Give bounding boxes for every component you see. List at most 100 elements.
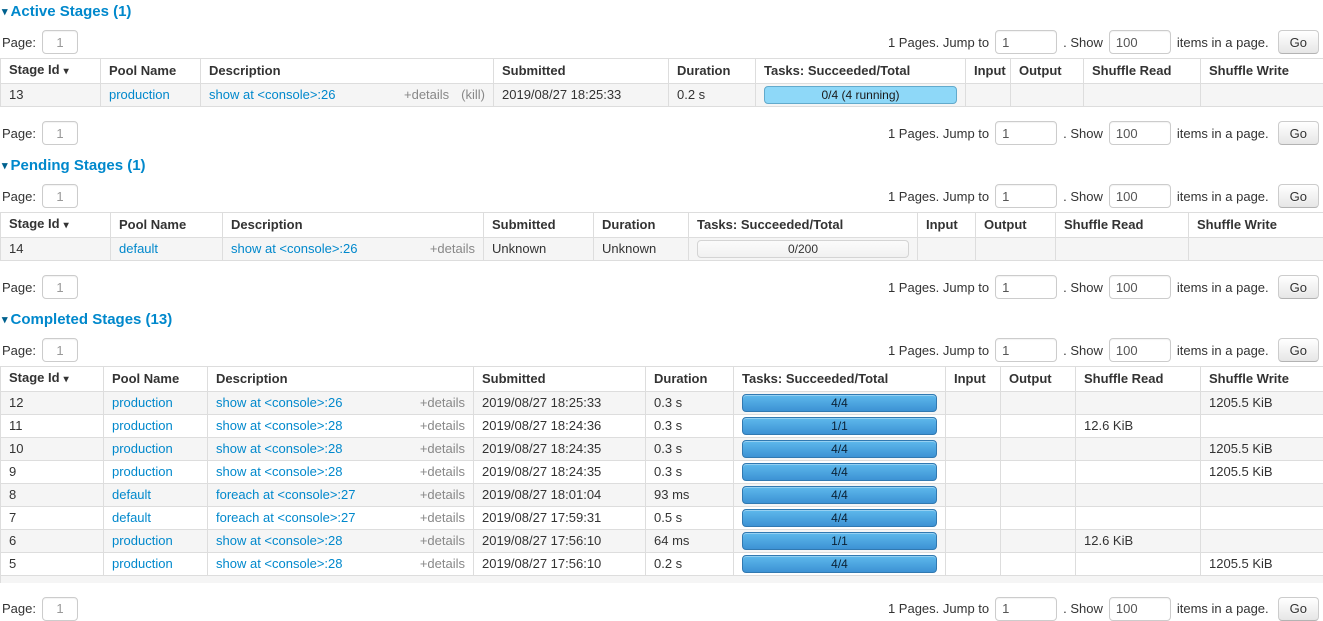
details-toggle-link[interactable]: +details — [420, 396, 465, 410]
description-link[interactable]: foreach at <console>:27 — [216, 488, 356, 502]
description-link[interactable]: show at <console>:28 — [216, 557, 342, 571]
column-header-shuffle-write[interactable]: Shuffle Write — [1201, 367, 1323, 392]
column-header-description[interactable]: Description — [208, 367, 474, 392]
description-link[interactable]: show at <console>:28 — [216, 465, 342, 479]
description-link[interactable]: show at <console>:28 — [216, 534, 342, 548]
details-toggle-link[interactable]: +details — [420, 557, 465, 571]
pool-name-link[interactable]: production — [112, 533, 173, 548]
description-link[interactable]: show at <console>:28 — [216, 419, 342, 433]
section-title[interactable]: ▾Pending Stages (1) — [2, 157, 1321, 175]
details-toggle-link[interactable]: +details — [420, 465, 465, 479]
show-items-input[interactable] — [1109, 275, 1171, 299]
tasks-progress-bar: 4/4 — [742, 486, 937, 504]
page-number-input[interactable] — [42, 30, 78, 54]
go-button[interactable]: Go — [1278, 184, 1319, 208]
input-cell — [946, 461, 1001, 484]
kill-link[interactable]: (kill) — [461, 88, 485, 102]
show-items-input[interactable] — [1109, 597, 1171, 621]
details-toggle-link[interactable]: +details — [420, 534, 465, 548]
column-header-description[interactable]: Description — [223, 213, 484, 238]
details-toggle-link[interactable]: +details — [404, 88, 449, 102]
go-button[interactable]: Go — [1278, 338, 1319, 362]
column-header-duration[interactable]: Duration — [594, 213, 689, 238]
column-header-input[interactable]: Input — [946, 367, 1001, 392]
description-link[interactable]: foreach at <console>:27 — [216, 511, 356, 525]
go-button[interactable]: Go — [1278, 121, 1319, 145]
page-number-input[interactable] — [42, 597, 78, 621]
column-header-description[interactable]: Description — [201, 59, 494, 84]
column-header-shuffle-read[interactable]: Shuffle Read — [1076, 367, 1201, 392]
jump-to-page-input[interactable] — [995, 184, 1057, 208]
page-number-input[interactable] — [42, 338, 78, 362]
jump-to-page-input[interactable] — [995, 597, 1057, 621]
jump-to-page-input[interactable] — [995, 30, 1057, 54]
column-header-tasks-succeeded-total[interactable]: Tasks: Succeeded/Total — [734, 367, 946, 392]
column-header-output[interactable]: Output — [1001, 367, 1076, 392]
column-header-tasks-succeeded-total[interactable]: Tasks: Succeeded/Total — [689, 213, 918, 238]
pool-name-link[interactable]: production — [112, 418, 173, 433]
page-number-input[interactable] — [42, 121, 78, 145]
column-header-output[interactable]: Output — [1011, 59, 1084, 84]
input-cell — [946, 553, 1001, 576]
column-header-pool-name[interactable]: Pool Name — [111, 213, 223, 238]
pool-name-link[interactable]: default — [119, 241, 158, 256]
column-header-duration[interactable]: Duration — [646, 367, 734, 392]
column-header-submitted[interactable]: Submitted — [474, 367, 646, 392]
pool-name-link[interactable]: production — [109, 87, 170, 102]
column-header-label: Input — [974, 63, 1006, 78]
go-button[interactable]: Go — [1278, 30, 1319, 54]
column-header-output[interactable]: Output — [976, 213, 1056, 238]
pool-name-link[interactable]: production — [112, 464, 173, 479]
description-link[interactable]: show at <console>:28 — [216, 442, 342, 456]
pool-name-link[interactable]: default — [112, 510, 151, 525]
description-link[interactable]: show at <console>:26 — [231, 242, 357, 256]
column-header-stage-id[interactable]: Stage Id▾ — [1, 59, 101, 84]
show-items-input[interactable] — [1109, 30, 1171, 54]
jump-to-page-input[interactable] — [995, 121, 1057, 145]
column-header-tasks-succeeded-total[interactable]: Tasks: Succeeded/Total — [756, 59, 966, 84]
show-items-input[interactable] — [1109, 184, 1171, 208]
column-header-label: Output — [1009, 371, 1052, 386]
go-button[interactable]: Go — [1278, 597, 1319, 621]
details-toggle-link[interactable]: +details — [430, 242, 475, 256]
column-header-submitted[interactable]: Submitted — [494, 59, 669, 84]
column-header-pool-name[interactable]: Pool Name — [104, 367, 208, 392]
column-header-submitted[interactable]: Submitted — [484, 213, 594, 238]
column-header-shuffle-write[interactable]: Shuffle Write — [1189, 213, 1323, 238]
page-label: Page: — [2, 126, 36, 141]
details-toggle-link[interactable]: +details — [420, 419, 465, 433]
section-title[interactable]: ▾Active Stages (1) — [2, 3, 1321, 21]
column-header-duration[interactable]: Duration — [669, 59, 756, 84]
show-items-input[interactable] — [1109, 338, 1171, 362]
output-cell — [1001, 553, 1076, 576]
pool-name-link[interactable]: production — [112, 441, 173, 456]
description-link[interactable]: show at <console>:26 — [216, 396, 342, 410]
details-toggle-link[interactable]: +details — [420, 442, 465, 456]
pool-name-link[interactable]: production — [112, 556, 173, 571]
show-items-input[interactable] — [1109, 121, 1171, 145]
page-number-input[interactable] — [42, 184, 78, 208]
details-toggle-link[interactable]: +details — [420, 511, 465, 525]
details-toggle-link[interactable]: +details — [420, 488, 465, 502]
page-number-input[interactable] — [42, 275, 78, 299]
section-title[interactable]: ▾Completed Stages (13) — [2, 311, 1321, 329]
column-header-input[interactable]: Input — [918, 213, 976, 238]
go-button[interactable]: Go — [1278, 275, 1319, 299]
column-header-pool-name[interactable]: Pool Name — [101, 59, 201, 84]
input-cell — [918, 238, 976, 261]
column-header-stage-id[interactable]: Stage Id▾ — [1, 213, 111, 238]
description-link[interactable]: show at <console>:26 — [209, 88, 335, 102]
jump-to-page-input[interactable] — [995, 338, 1057, 362]
input-cell — [946, 484, 1001, 507]
column-header-shuffle-write[interactable]: Shuffle Write — [1201, 59, 1323, 84]
column-header-stage-id[interactable]: Stage Id▾ — [1, 367, 104, 392]
jump-to-page-input[interactable] — [995, 275, 1057, 299]
duration-cell: 0.3 s — [646, 461, 734, 484]
pool-name-link[interactable]: default — [112, 487, 151, 502]
column-header-shuffle-read[interactable]: Shuffle Read — [1084, 59, 1201, 84]
column-header-label: Stage Id — [9, 62, 60, 77]
pool-name-link[interactable]: production — [112, 395, 173, 410]
column-header-input[interactable]: Input — [966, 59, 1011, 84]
stage-row: 11 production show at <console>:28 +deta… — [1, 415, 1323, 438]
column-header-shuffle-read[interactable]: Shuffle Read — [1056, 213, 1189, 238]
